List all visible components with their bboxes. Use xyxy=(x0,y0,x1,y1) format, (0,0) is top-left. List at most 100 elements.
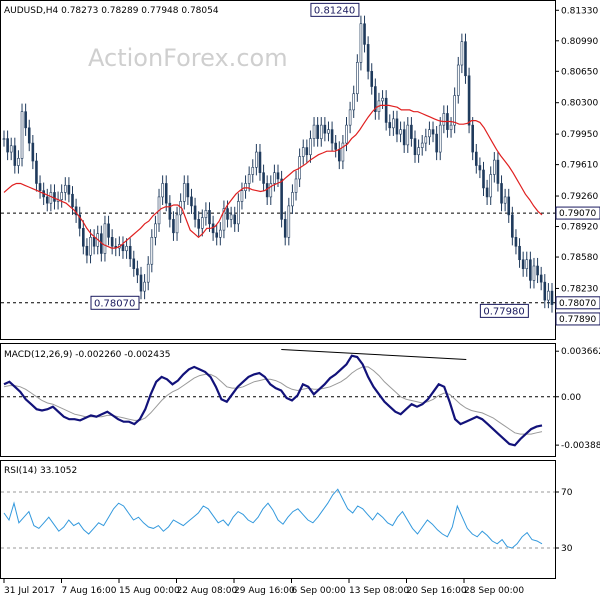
candle-body-57 xyxy=(208,210,211,225)
candle-body-152 xyxy=(550,290,554,305)
candle-body-8 xyxy=(31,142,35,162)
candle-body-121 xyxy=(438,124,442,153)
candle-body-70 xyxy=(255,151,258,168)
candle-body-127 xyxy=(460,41,464,66)
candle-body-83 xyxy=(301,147,305,157)
rsi-tick-label-0: 70 xyxy=(561,488,573,498)
candle-body-71 xyxy=(258,151,262,173)
candle-body-101 xyxy=(366,44,370,72)
candle-body-76 xyxy=(276,172,280,180)
candle-body-68 xyxy=(247,174,251,184)
candle-body-74 xyxy=(269,183,273,198)
candle-body-79 xyxy=(287,205,291,238)
candle-body-95 xyxy=(345,124,348,144)
candle-body-21 xyxy=(78,214,82,229)
candle-body-10 xyxy=(38,183,42,191)
candle-body-109 xyxy=(395,118,399,135)
macd-layer xyxy=(1,348,555,447)
candle-body-9 xyxy=(35,160,38,184)
price-tick-label-6: 0.79260 xyxy=(561,192,598,202)
candle-body-137 xyxy=(496,159,500,184)
candle-body-69 xyxy=(251,167,255,175)
candle-body-19 xyxy=(71,193,74,208)
candle-body-7 xyxy=(27,127,31,144)
candle-body-99 xyxy=(359,23,363,63)
x-tick-label-5: 6 Sep 00:00 xyxy=(292,586,347,596)
candle-body-105 xyxy=(381,97,384,102)
candle-body-41 xyxy=(150,236,154,265)
price-badge-box-2 xyxy=(555,312,600,326)
candle-body-115 xyxy=(417,147,420,156)
annotation-box-2 xyxy=(479,303,529,318)
candle-body-46 xyxy=(168,202,172,220)
candle-body-36 xyxy=(132,258,136,270)
candle-body-2 xyxy=(9,145,13,153)
candle-body-77 xyxy=(280,178,283,220)
candle-body-39 xyxy=(143,281,146,292)
x-tick-label-4: 29 Aug 16:00 xyxy=(234,586,295,596)
price-tick-label-7: 0.78920 xyxy=(561,223,598,233)
macd-panel-title: MACD(12,26,9) -0.002260 -0.002435 xyxy=(4,350,170,360)
candle-body-84 xyxy=(305,147,309,156)
annotation-label-0: 0.81240 xyxy=(314,5,355,16)
x-tick-label-0: 31 Jul 2017 xyxy=(4,586,55,596)
price-badge-label-0: 0.79070 xyxy=(559,209,596,219)
candle-body-149 xyxy=(539,274,543,283)
x-tick-label-2: 15 Aug 00:00 xyxy=(119,586,180,596)
price-badge-box-1 xyxy=(555,296,600,310)
rsi-tick-label-1: 30 xyxy=(561,544,573,554)
macd-tick-label-0: 0.003662 xyxy=(561,347,600,357)
price-tick-label-8: 0.78580 xyxy=(561,253,598,263)
candle-body-120 xyxy=(435,133,438,153)
candle-body-64 xyxy=(233,214,237,225)
candle-body-23 xyxy=(85,245,89,256)
candle-body-58 xyxy=(211,223,215,234)
macd-divergence-line xyxy=(281,348,467,360)
candle-body-18 xyxy=(67,184,71,195)
candle-body-93 xyxy=(337,149,341,162)
candle-body-108 xyxy=(392,118,395,129)
candle-body-13 xyxy=(49,192,53,204)
price-annotations: 0.81240 0.78070 0.77980 xyxy=(90,2,529,318)
rsi-line xyxy=(3,488,543,549)
candle-body-51 xyxy=(186,183,190,198)
candle-body-122 xyxy=(442,113,446,126)
x-axis: 31 Jul 2017 7 Aug 16:00 15 Aug 00:0022 Aug… xyxy=(3,579,524,596)
candle-body-91 xyxy=(330,129,334,144)
price-tick-label-9: 0.78230 xyxy=(561,284,598,294)
candle-body-65 xyxy=(237,201,240,225)
candle-body-24 xyxy=(89,236,92,256)
candle-body-117 xyxy=(424,136,428,144)
candle-body-52 xyxy=(190,196,193,207)
candle-body-63 xyxy=(229,214,233,220)
annotation-box-0 xyxy=(310,2,360,17)
candle-body-148 xyxy=(536,265,539,276)
annotation-box-1 xyxy=(90,295,140,310)
candle-body-40 xyxy=(146,263,150,283)
candle-body-89 xyxy=(323,124,327,134)
candle-body-112 xyxy=(406,124,410,146)
candle-body-12 xyxy=(45,196,49,204)
candle-body-81 xyxy=(294,178,298,193)
candle-body-97 xyxy=(352,93,356,111)
price-tick-label-1: 0.80990 xyxy=(561,37,598,47)
candle-body-87 xyxy=(316,124,319,139)
candle-body-45 xyxy=(164,183,168,204)
price-axis: 0.81330 0.80990 0.80650 0.80300 0.79950 0.796… xyxy=(555,6,600,326)
candle-body-34 xyxy=(125,245,128,252)
x-tick-label-8: 28 Sep 00:00 xyxy=(464,586,524,596)
candle-body-29 xyxy=(107,223,110,238)
candle-body-56 xyxy=(204,210,208,218)
macd-panel-frame xyxy=(0,343,556,457)
candle-body-50 xyxy=(182,183,186,202)
candle-body-47 xyxy=(172,219,175,234)
candle-body-53 xyxy=(193,205,197,220)
candle-body-138 xyxy=(500,183,503,204)
candle-body-143 xyxy=(518,245,521,261)
candle-body-144 xyxy=(521,259,525,270)
candle-body-124 xyxy=(449,124,453,130)
candle-body-107 xyxy=(388,122,392,129)
candle-body-145 xyxy=(525,259,529,270)
price-badge-box-0 xyxy=(555,206,600,220)
